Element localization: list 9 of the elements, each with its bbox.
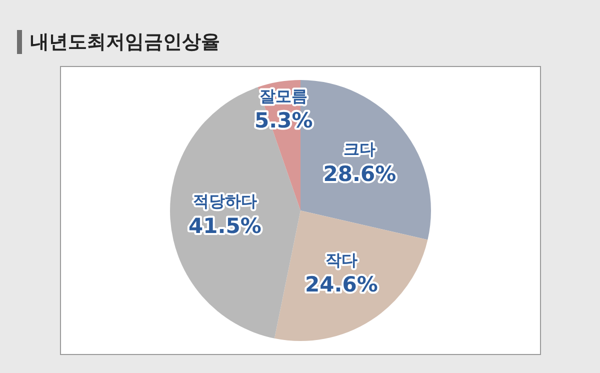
- slice-label: 적당하다: [192, 192, 257, 211]
- slice-label: 작다: [325, 250, 358, 270]
- slice-label: 크다: [344, 140, 376, 159]
- data-label: 28.6%: [323, 162, 396, 186]
- data-label: 5.3%: [254, 108, 313, 133]
- slice-label: 잘모름: [260, 86, 308, 106]
- data-label: 24.6%: [305, 272, 378, 297]
- chart-title: 내년도최저임금인상율: [30, 30, 220, 55]
- data-label: 41.5%: [188, 214, 262, 238]
